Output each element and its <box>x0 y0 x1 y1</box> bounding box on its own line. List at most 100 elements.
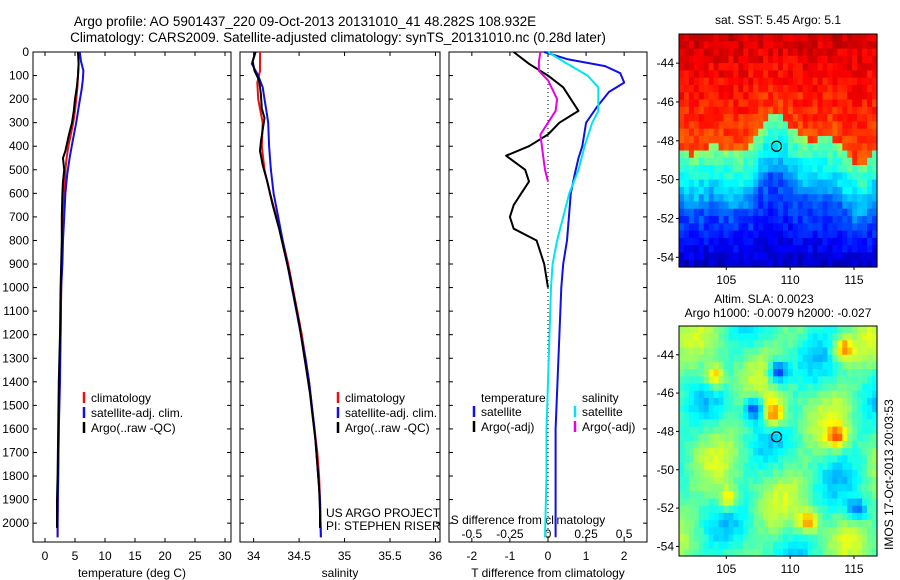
heatmap-cell <box>782 512 789 521</box>
heatmap-cell <box>867 121 873 130</box>
heatmap-cell <box>698 469 705 478</box>
heatmap-cell <box>763 114 769 122</box>
heatmap-cell <box>847 548 853 557</box>
heatmap-cell <box>748 114 754 122</box>
heatmap-cell <box>837 128 843 137</box>
heatmap-cell <box>842 498 848 507</box>
heatmap-cell <box>792 216 799 224</box>
heatmap-cell <box>797 245 804 254</box>
heatmap-cell <box>817 223 824 232</box>
heatmap-cell <box>778 48 784 57</box>
heatmap-cell <box>872 376 878 385</box>
heatmap-cell <box>728 208 735 217</box>
heatmap-cell <box>812 55 819 64</box>
heatmap-cell <box>862 333 868 341</box>
heatmap-cell <box>728 405 735 413</box>
heatmap-cell <box>743 512 749 521</box>
heatmap-cell <box>867 412 873 421</box>
heatmap-cell <box>679 179 685 188</box>
heatmap-cell <box>852 412 858 421</box>
heatmap-cell <box>688 84 695 93</box>
heatmap-cell <box>852 390 858 399</box>
heatmap-cell <box>683 208 690 217</box>
heatmap-cell <box>683 505 690 514</box>
heatmap-cell <box>748 534 754 543</box>
heatmap-cell <box>738 150 744 159</box>
heatmap-cell <box>812 143 819 152</box>
heatmap-cell <box>782 34 789 42</box>
heatmap-cell <box>683 469 690 478</box>
heatmap-cell <box>847 55 853 64</box>
heatmap-cell <box>837 484 843 492</box>
heatmap-cell <box>763 99 769 108</box>
heatmap-cell <box>683 455 690 464</box>
heatmap-cell <box>708 150 715 159</box>
heatmap-cell <box>872 208 878 217</box>
heatmap-cell <box>758 433 764 442</box>
heatmap-cell <box>708 326 715 334</box>
heatmap-cell <box>867 505 873 514</box>
heatmap-cell <box>703 326 710 334</box>
heatmap-cell <box>708 462 715 471</box>
heatmap-cell <box>778 194 784 203</box>
heatmap-cell <box>812 165 819 173</box>
heatmap-cell <box>693 150 700 159</box>
heatmap-cell <box>738 498 744 507</box>
heatmap-cell <box>768 223 774 232</box>
heatmap-cell <box>728 70 735 79</box>
heatmap-cell <box>807 70 814 79</box>
heatmap-cell <box>698 230 705 239</box>
heatmap-cell <box>679 245 685 254</box>
heatmap-cell <box>847 179 853 188</box>
heatmap-cell <box>822 397 829 406</box>
heatmap-cell <box>817 172 824 181</box>
heatmap-cell <box>857 143 863 152</box>
heatmap-cell <box>758 326 764 334</box>
legend-label: Argo(-adj) <box>582 420 635 434</box>
heatmap-cell <box>763 512 769 521</box>
heatmap-cell <box>862 84 868 93</box>
heatmap-cell <box>837 208 843 217</box>
heatmap-cell <box>857 106 863 115</box>
heatmap-cell <box>748 99 754 108</box>
imos-timestamp: IMOS 17-Oct-2013 20:03:53 <box>882 399 896 550</box>
heatmap-cell <box>733 186 739 195</box>
heatmap-cell <box>688 462 695 471</box>
heatmap-cell <box>822 179 829 188</box>
heatmap-cell <box>753 448 759 456</box>
heatmap-cell <box>787 150 794 159</box>
heatmap-cell <box>763 484 769 492</box>
heatmap-cell <box>718 369 725 377</box>
heatmap-cell <box>753 92 759 101</box>
heatmap-cell <box>758 48 764 57</box>
heatmap-cell <box>782 208 789 217</box>
heatmap-cell <box>679 333 685 341</box>
heatmap-cell <box>787 347 794 356</box>
heatmap-cell <box>792 534 799 543</box>
heatmap-cell <box>852 326 858 334</box>
heatmap-cell <box>857 121 863 130</box>
heatmap-cell <box>679 84 685 93</box>
heatmap-cell <box>683 92 690 101</box>
heatmap-cell <box>738 548 744 557</box>
heatmap-cell <box>797 216 804 224</box>
heatmap-cell <box>698 252 705 261</box>
heatmap-cell <box>683 70 690 79</box>
heatmap-cell <box>703 92 710 101</box>
heatmap-cell <box>807 41 814 50</box>
heatmap-cell <box>832 252 838 261</box>
heatmap-cell <box>763 491 769 500</box>
heatmap-cell <box>857 376 863 385</box>
heatmap-cell <box>862 462 868 471</box>
y-tick-label: 1300 <box>2 351 29 365</box>
heatmap-cell <box>698 143 705 152</box>
heatmap-cell <box>792 512 799 521</box>
heatmap-cell <box>827 469 834 478</box>
heatmap-cell <box>807 369 814 377</box>
heatmap-cell <box>768 354 774 363</box>
heatmap-cell <box>763 165 769 173</box>
heatmap-cell <box>698 405 705 413</box>
heatmap-cell <box>827 237 834 246</box>
heatmap-cell <box>688 194 695 203</box>
heatmap-cell <box>787 99 794 108</box>
